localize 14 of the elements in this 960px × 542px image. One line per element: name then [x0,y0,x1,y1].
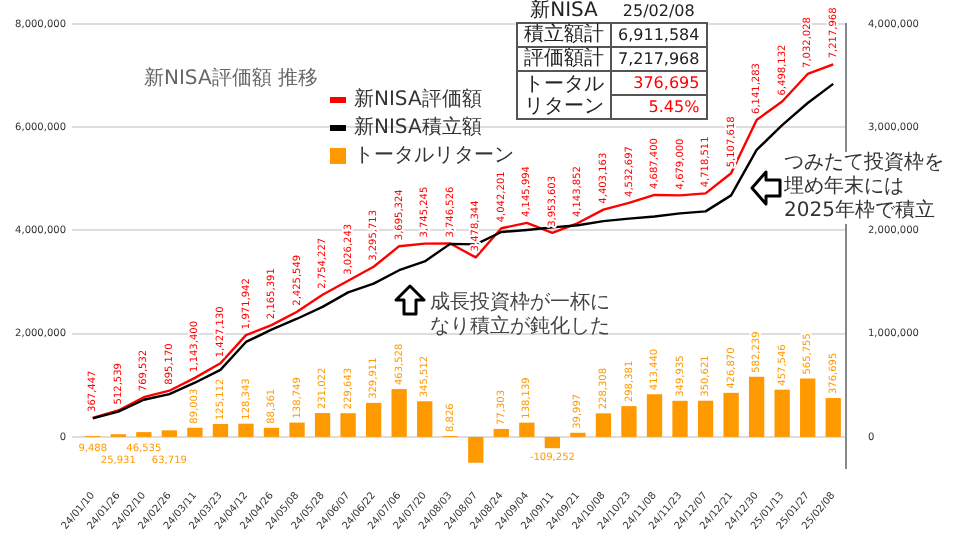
annotation: トータルリターン [517,71,611,119]
annotation: 積立額計 [517,23,611,47]
legend-label: 新NISA積立額 [354,115,482,140]
text: 25/02/08 [620,0,697,23]
legend-label: トータルリターン [354,145,514,168]
annotation: 376,695 [611,71,707,95]
annotation: 7,217,968 [611,47,707,71]
annotation: 6,911,584 [611,23,707,47]
annotation: つみたて投資枠を埋め年末には2025年枠で積立 [784,152,952,224]
annotation: 成長投資枠が一杯になり積立が鈍化した [430,292,612,340]
legend-label: 新NISA評価額 [354,87,482,112]
text: 新NISA評価額 推移 [144,65,318,92]
annotation: 評価額計 [517,47,611,71]
annotation: 5.45% [611,95,707,119]
